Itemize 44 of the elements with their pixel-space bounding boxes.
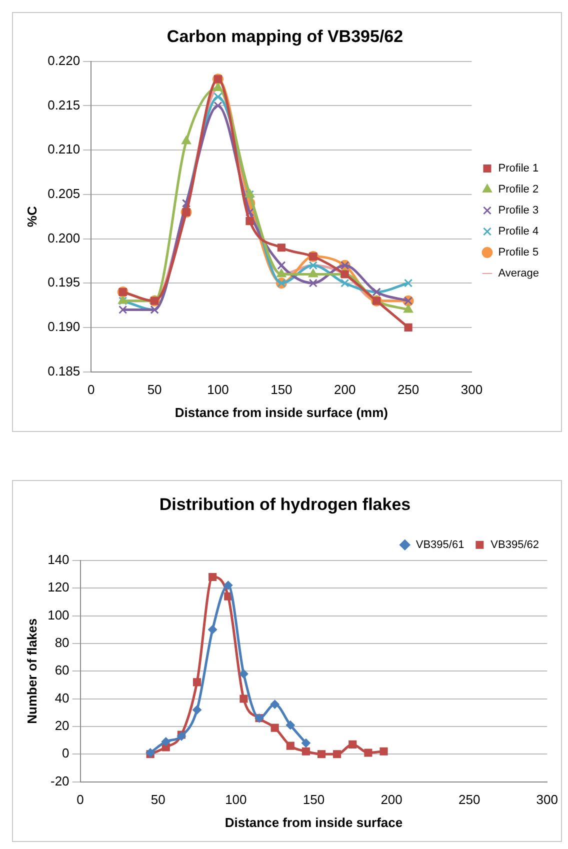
y-tick-label: 0.220: [48, 52, 80, 68]
y-tick-label: 0.190: [48, 319, 80, 334]
x-tick-label: 50: [147, 382, 162, 398]
legend-label: Profile 3: [498, 204, 539, 217]
y-tick-label: -20: [50, 773, 70, 788]
y-tick-label: 0: [62, 746, 70, 761]
x-tick-label: 250: [397, 382, 420, 398]
y-tick-label: 0.210: [48, 142, 80, 157]
x-tick-label: 100: [225, 792, 247, 808]
x-tick-label: 100: [207, 382, 229, 398]
y-tick-label: 40: [54, 690, 70, 706]
chart-title: Distribution of hydrogen flakes: [159, 494, 411, 514]
x-tick-label: 300: [460, 382, 483, 398]
legend-label: Profile 5: [498, 246, 539, 259]
y-tick-label: 0.200: [48, 230, 80, 246]
x-axis-title: Distance from inside surface (mm): [174, 404, 388, 420]
legend-label: VB395/61: [416, 538, 464, 551]
legend-label: VB395/62: [490, 538, 540, 551]
y-tick-label: 120: [48, 580, 70, 595]
y-tick-label: 0.205: [48, 186, 80, 202]
legend-label: Profile 1: [498, 162, 539, 175]
y-tick-label: 80: [54, 635, 70, 650]
y-tick-label: 0.215: [48, 97, 80, 112]
x-tick-label: 150: [270, 382, 292, 398]
legend-label: Average: [498, 268, 540, 280]
y-tick-label: 20: [54, 718, 70, 734]
x-tick-label: 50: [150, 792, 166, 808]
x-tick-label: 250: [458, 792, 480, 808]
x-tick-label: 150: [302, 792, 325, 808]
x-tick-label: 300: [536, 792, 558, 808]
legend-label: Profile 4: [498, 226, 539, 238]
y-axis-title: %C: [24, 206, 40, 228]
y-tick-label: 0.195: [48, 274, 80, 290]
x-tick-label: 0: [88, 382, 95, 398]
y-tick-label: 140: [48, 552, 70, 567]
x-tick-label: 200: [380, 792, 402, 808]
y-tick-label: 60: [54, 662, 70, 678]
y-axis-title: Number of flakes: [24, 618, 40, 724]
y-tick-label: 100: [48, 607, 70, 622]
x-tick-label: 200: [334, 382, 356, 398]
y-tick-label: 0.185: [48, 363, 80, 378]
chart-title: Carbon mapping of VB395/62: [166, 26, 404, 46]
legend-label: Profile 2: [498, 184, 539, 196]
x-axis-title: Distance from inside surface: [224, 814, 403, 830]
